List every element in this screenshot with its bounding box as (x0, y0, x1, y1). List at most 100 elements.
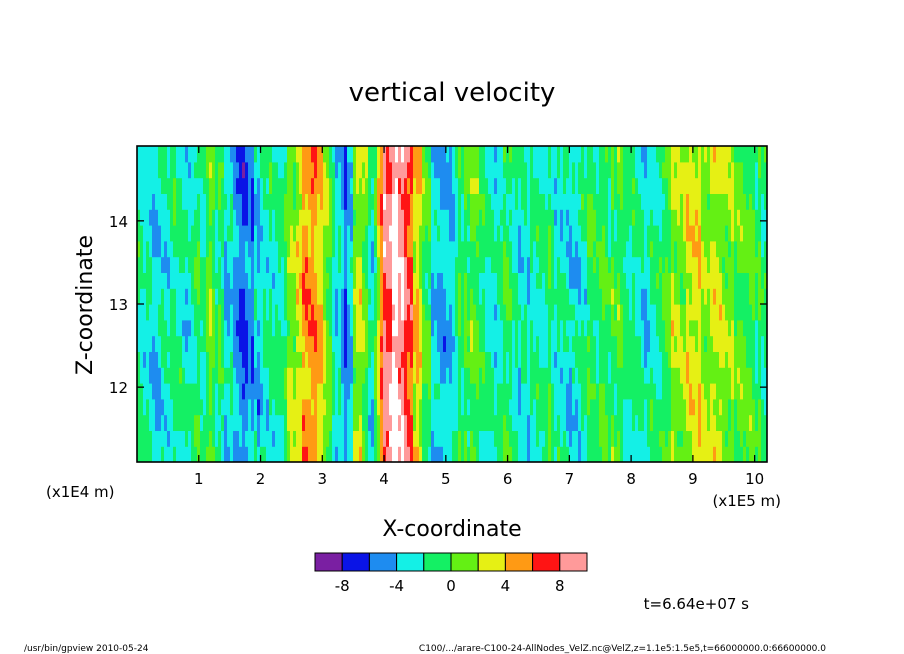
field-cell (368, 256, 372, 273)
field-cell (662, 319, 666, 337)
field-cell (419, 225, 423, 242)
field-cell (416, 398, 420, 416)
field-cell (341, 304, 345, 321)
field-cell (452, 383, 456, 400)
field-cell (233, 351, 237, 368)
field-cell (692, 193, 696, 210)
field-cell (296, 398, 300, 416)
field-cell (560, 430, 564, 447)
field-cell (485, 351, 489, 368)
field-cell (572, 146, 576, 163)
field-cell (278, 146, 282, 163)
field-cell (680, 304, 684, 321)
field-cell (515, 304, 519, 321)
field-cell (137, 209, 141, 226)
field-cell (302, 240, 306, 258)
field-cell (278, 256, 282, 273)
field-cell (602, 146, 606, 163)
field-cell (497, 304, 501, 321)
colorbar-label: -4 (389, 577, 404, 595)
field-cell (446, 414, 450, 431)
field-cell (668, 256, 672, 273)
field-cell (494, 146, 498, 163)
field-cell (704, 414, 708, 431)
field-cell (695, 335, 699, 352)
field-cell (278, 225, 282, 242)
field-cell (686, 383, 690, 400)
field-cell (605, 304, 609, 321)
field-cell (512, 446, 516, 462)
field-cell (668, 272, 672, 289)
field-cell (332, 446, 336, 462)
field-cell (545, 161, 549, 179)
field-cell (464, 430, 468, 447)
field-cell (200, 209, 204, 226)
field-cell (716, 225, 720, 242)
field-cell (356, 414, 360, 431)
field-cell (740, 414, 744, 431)
field-cell (671, 351, 675, 368)
field-cell (365, 146, 369, 163)
field-cell (383, 288, 387, 305)
field-cell (731, 335, 735, 352)
field-cell (245, 319, 249, 337)
field-cell (353, 177, 357, 194)
field-cell (581, 351, 585, 368)
field-cell (341, 146, 345, 163)
field-cell (338, 414, 342, 431)
field-cell (143, 414, 147, 431)
field-cell (293, 351, 297, 368)
field-cell (638, 240, 642, 258)
field-cell (494, 256, 498, 273)
field-cell (584, 146, 588, 163)
field-cell (245, 161, 249, 179)
field-cell (719, 398, 723, 416)
field-cell (464, 225, 468, 242)
field-cell (353, 288, 357, 305)
field-cell (176, 146, 180, 163)
field-cell (572, 446, 576, 462)
field-cell (470, 225, 474, 242)
field-cell (365, 430, 369, 447)
field-cell (548, 288, 552, 305)
field-cell (764, 414, 767, 431)
field-cell (371, 304, 375, 321)
field-cell (254, 240, 258, 258)
field-cell (233, 272, 237, 289)
field-cell (383, 146, 387, 163)
field-cell (242, 272, 246, 289)
field-cell (296, 146, 300, 163)
field-cell (533, 304, 537, 321)
field-cell (416, 225, 420, 242)
field-cell (476, 146, 480, 163)
field-cell (581, 383, 585, 400)
field-cell (149, 367, 153, 384)
field-cell (563, 272, 567, 289)
field-cell (401, 304, 405, 321)
field-cell (635, 304, 639, 321)
field-cell (317, 446, 321, 462)
field-cell (167, 351, 171, 368)
field-cell (653, 272, 657, 289)
field-cell (386, 367, 390, 384)
field-cell (467, 319, 471, 337)
field-cell (563, 319, 567, 337)
field-cell (161, 335, 165, 352)
field-cell (206, 367, 210, 384)
field-cell (149, 225, 153, 242)
field-cell (587, 193, 591, 210)
field-cell (173, 319, 177, 337)
field-cell (326, 240, 330, 258)
field-cell (536, 288, 540, 305)
field-cell (197, 225, 201, 242)
field-cell (728, 161, 732, 179)
field-cell (146, 256, 150, 273)
field-cell (566, 177, 570, 194)
field-cell (566, 240, 570, 258)
field-cell (425, 383, 429, 400)
field-cell (719, 367, 723, 384)
field-cell (182, 304, 186, 321)
field-cell (212, 272, 216, 289)
field-cell (497, 446, 501, 462)
field-cell (446, 225, 450, 242)
